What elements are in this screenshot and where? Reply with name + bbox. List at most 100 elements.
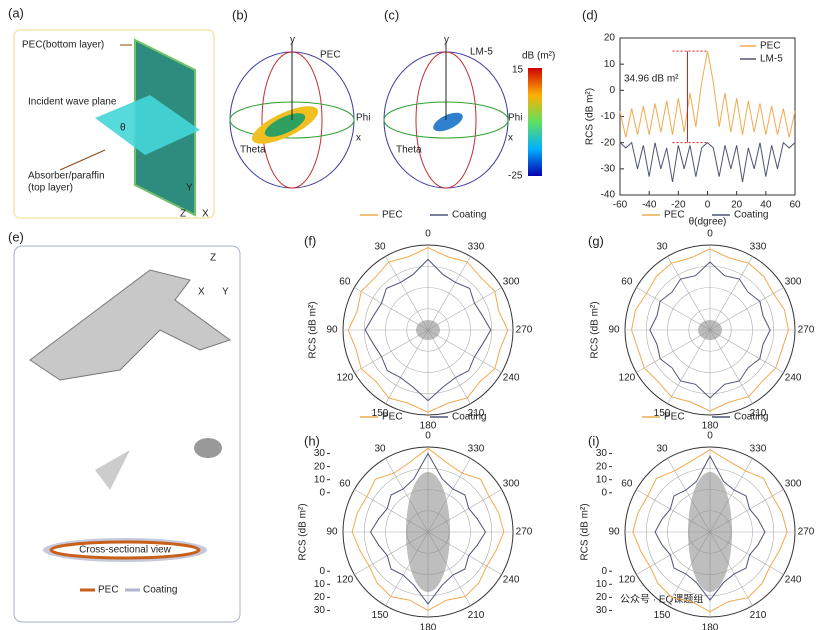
theta-tick-label: 0 <box>425 229 431 240</box>
axis-label: x <box>356 133 361 144</box>
axis-label: Phi <box>508 113 522 124</box>
theta-tick-label: 180 <box>420 421 437 432</box>
theta-tick-label: 210 <box>468 610 485 621</box>
label: Absorber/paraffin <box>28 171 105 182</box>
r-tick-label: 0 <box>601 566 607 577</box>
r-tick-label: 30 <box>596 605 608 616</box>
spoke <box>385 329 429 404</box>
theta-tick-label: 30 <box>656 444 668 455</box>
theta-tick-label: 330 <box>750 444 767 455</box>
theta-tick-label: 0 <box>707 229 713 240</box>
legend-label: Coating <box>734 412 768 423</box>
x-tick-label: -20 <box>671 200 686 211</box>
panel-label: (d) <box>582 7 598 22</box>
theta-tick-label: 180 <box>420 623 437 630</box>
pointer <box>59 149 106 171</box>
r-tick-label: 10 <box>314 579 326 590</box>
series-line <box>632 449 788 613</box>
spoke <box>354 287 429 331</box>
theta-tick-label: 300 <box>503 479 520 490</box>
series-line <box>619 50 796 138</box>
theta-tick-label: 0 <box>707 431 713 442</box>
theta-tick-label: 210 <box>468 408 485 419</box>
series-line <box>631 248 789 412</box>
spoke <box>427 329 471 404</box>
label: θ <box>120 123 126 134</box>
panel-label: (h) <box>304 433 320 448</box>
axis-label: x <box>508 133 513 144</box>
y-tick-label: -30 <box>601 163 616 174</box>
panel-label: (e) <box>8 229 24 244</box>
r-tick-label: 20 <box>314 592 326 603</box>
x-tick-label: -40 <box>642 200 657 211</box>
legend-label: PEC <box>664 210 685 221</box>
y-axis-label: RCS (dB m²) <box>585 88 596 145</box>
r-tick-label: 10 <box>314 474 326 485</box>
theta-tick-label: 240 <box>785 575 802 586</box>
spoke <box>636 287 711 331</box>
axis-label: Theta <box>240 145 266 156</box>
label: Incident wave plane <box>28 97 117 108</box>
theta-tick-label: 330 <box>468 242 485 253</box>
spoke <box>709 329 784 373</box>
series-line <box>364 258 492 402</box>
theta-tick-label: 240 <box>503 373 520 384</box>
spoke <box>354 329 429 373</box>
x-tick-label: 60 <box>789 200 801 211</box>
legend-label: PEC <box>382 412 403 423</box>
spoke <box>667 329 711 404</box>
spoke <box>427 329 502 373</box>
theta-tick-label: 30 <box>374 444 386 455</box>
jet-shape <box>29 269 232 381</box>
legend-label: PEC <box>382 210 403 221</box>
theta-tick-label: 300 <box>785 479 802 490</box>
theta-tick-label: 330 <box>468 444 485 455</box>
r-tick-label: 10 <box>596 474 608 485</box>
theta-tick-label: 210 <box>750 408 767 419</box>
axis-label: Phi <box>356 113 370 124</box>
y-tick-label: -40 <box>601 190 616 201</box>
theta-tick-label: 60 <box>339 479 351 490</box>
x-tick-label: 0 <box>705 200 711 211</box>
series-line <box>649 261 771 399</box>
panel-label: (a) <box>8 5 24 20</box>
pattern-title: PEC <box>320 50 341 61</box>
r-tick-label: 30 <box>314 448 326 459</box>
panel-label: (c) <box>384 7 399 22</box>
r-tick-label: 10 <box>596 579 608 590</box>
incident-plane <box>95 95 200 155</box>
x-tick-label: 40 <box>760 200 772 211</box>
theta-tick-label: 150 <box>654 610 671 621</box>
series-line <box>654 455 766 601</box>
theta-tick-label: 60 <box>621 277 633 288</box>
theta-tick-label: 210 <box>750 610 767 621</box>
colorbar-label: 15 <box>512 65 524 76</box>
legend-label: PEC <box>664 412 685 423</box>
y-axis-label: RCS (dB m²) <box>298 503 309 560</box>
panel-label: (b) <box>232 7 248 22</box>
theta-tick-label: 150 <box>654 408 671 419</box>
theta-tick-label: 270 <box>798 325 815 336</box>
spoke <box>385 256 429 331</box>
colorbar-title: dB (m²) <box>522 51 555 62</box>
panel-label: (f) <box>304 233 316 248</box>
theta-tick-label: 30 <box>374 242 386 253</box>
theta-tick-label: 30 <box>656 242 668 253</box>
target-silhouette <box>406 472 450 592</box>
axis-label: Theta <box>396 145 422 156</box>
annotation: 34.96 dB m² <box>624 74 679 85</box>
theta-tick-label: 270 <box>516 527 533 538</box>
series-line <box>347 247 509 413</box>
y-tick-label: 0 <box>609 85 615 96</box>
label: (top layer) <box>28 183 73 194</box>
watermark: 公众号 · EQ课题组 <box>620 593 703 606</box>
series-line <box>369 452 487 605</box>
label: PEC(bottom layer) <box>22 40 104 51</box>
legend-label: Coating <box>734 210 768 221</box>
arrow <box>95 450 130 490</box>
legend-label: Coating <box>452 412 486 423</box>
theta-tick-label: 240 <box>785 373 802 384</box>
r-tick-label: 20 <box>596 592 608 603</box>
legend-label: Coating <box>452 210 486 221</box>
